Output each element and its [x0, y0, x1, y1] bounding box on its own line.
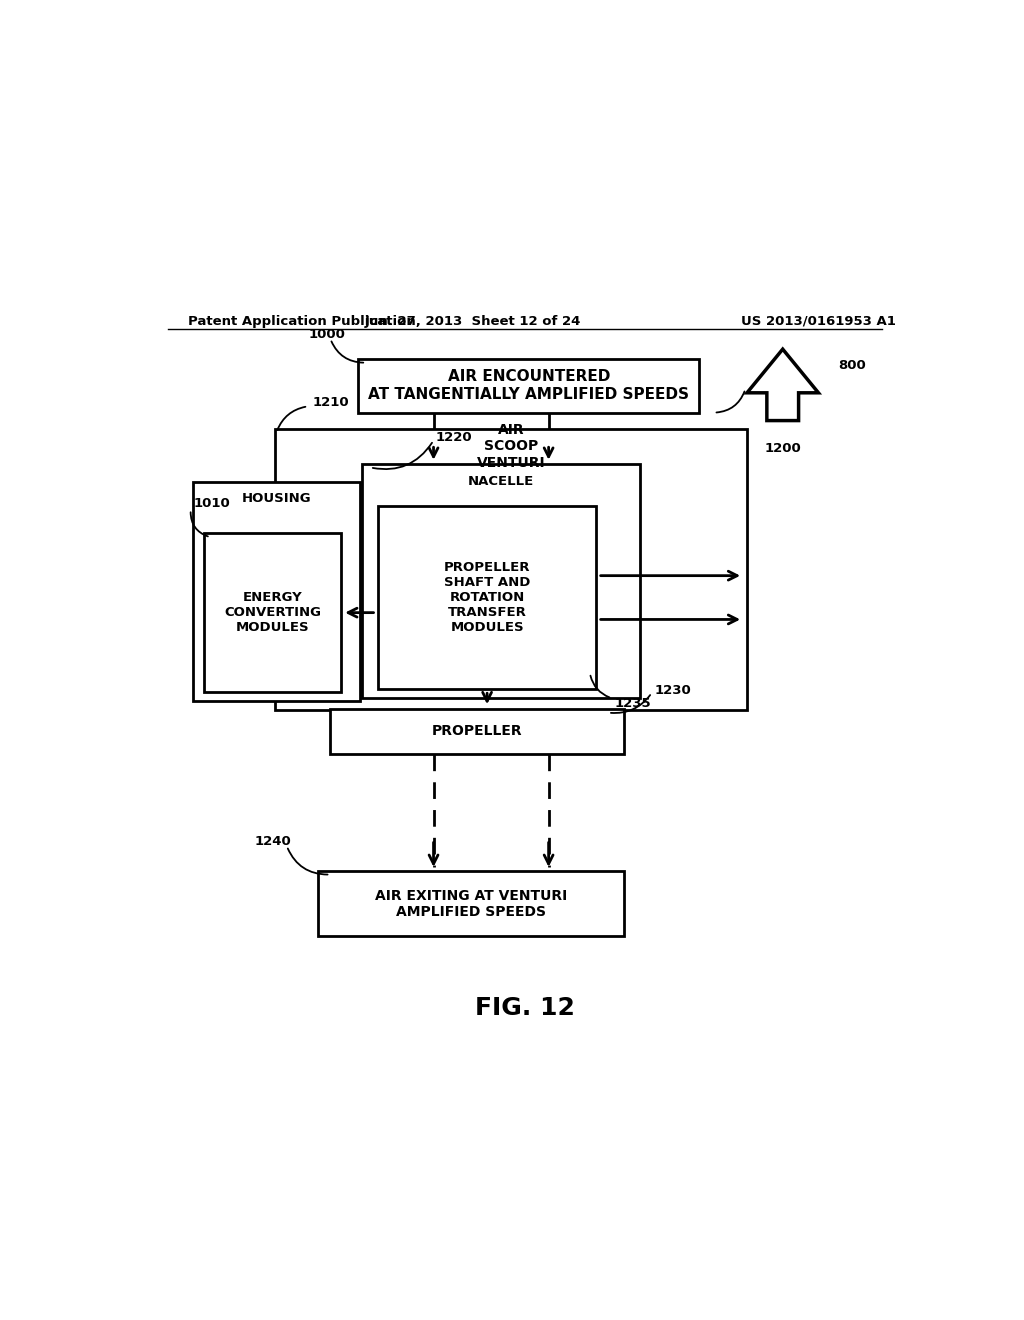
Text: 1210: 1210	[312, 396, 349, 409]
Text: US 2013/0161953 A1: US 2013/0161953 A1	[741, 315, 896, 327]
Text: ENERGY
CONVERTING
MODULES: ENERGY CONVERTING MODULES	[224, 591, 321, 634]
Bar	[378, 507, 596, 689]
Text: AIR EXITING AT VENTURI
AMPLIFIED SPEEDS: AIR EXITING AT VENTURI AMPLIFIED SPEEDS	[375, 888, 567, 919]
Bar	[331, 709, 624, 754]
Polygon shape	[746, 350, 818, 421]
Bar	[318, 871, 624, 936]
Text: 1220: 1220	[436, 430, 472, 444]
Text: AIR
SCOOP
VENTURI: AIR SCOOP VENTURI	[476, 424, 545, 470]
Text: 1230: 1230	[654, 684, 691, 697]
Bar	[362, 465, 640, 698]
Text: 1240: 1240	[255, 834, 292, 847]
Text: 1000: 1000	[309, 329, 346, 342]
Text: FIG. 12: FIG. 12	[475, 995, 574, 1020]
Text: 1200: 1200	[765, 442, 801, 455]
Text: PROPELLER
SHAFT AND
ROTATION
TRANSFER
MODULES: PROPELLER SHAFT AND ROTATION TRANSFER MO…	[443, 561, 530, 634]
Text: NACELLE: NACELLE	[468, 475, 535, 488]
Bar	[274, 429, 748, 710]
Text: Jun. 27, 2013  Sheet 12 of 24: Jun. 27, 2013 Sheet 12 of 24	[365, 315, 582, 327]
Bar	[204, 533, 341, 692]
Text: PROPELLER: PROPELLER	[432, 725, 522, 738]
Text: 1010: 1010	[194, 496, 229, 510]
Text: Patent Application Publication: Patent Application Publication	[187, 315, 416, 327]
Text: 800: 800	[839, 359, 866, 371]
Text: AIR ENCOUNTERED
AT TANGENTIALLY AMPLIFIED SPEEDS: AIR ENCOUNTERED AT TANGENTIALLY AMPLIFIE…	[369, 370, 689, 401]
Text: 1235: 1235	[614, 697, 651, 710]
Bar	[194, 483, 359, 701]
Bar	[358, 359, 699, 413]
Text: HOUSING: HOUSING	[242, 492, 311, 504]
